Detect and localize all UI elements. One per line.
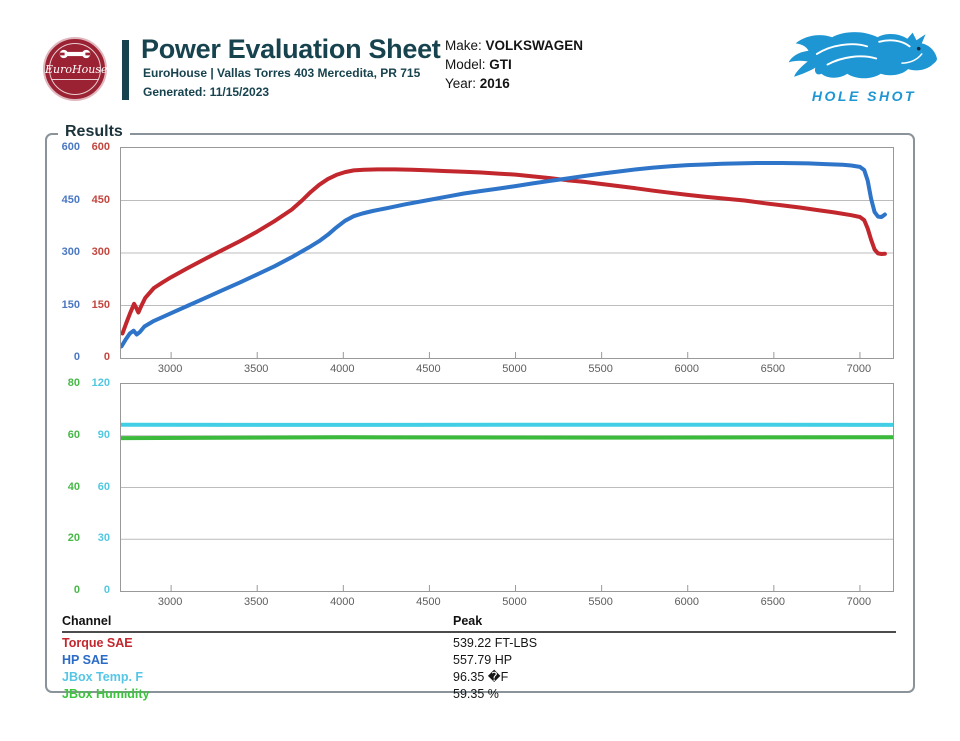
- vehicle-info: Make: VOLKSWAGEN Model: GTI Year: 2016: [445, 36, 583, 93]
- channel-name: JBox Temp. F: [62, 669, 144, 684]
- peak-value: 59.35 %: [453, 686, 499, 701]
- peak-column-header: Peak: [453, 613, 483, 628]
- peak-table: Channel Peak Torque SAE 539.22 FT-LBS HP S…: [62, 611, 896, 702]
- environment-plot: [119, 383, 895, 592]
- x-tick-label: 5000: [502, 363, 527, 375]
- y-tick-label: 120: [91, 377, 110, 389]
- y-tick-label: 0: [103, 584, 110, 596]
- logo-script-text: EuroHouse: [45, 63, 108, 76]
- holeshot-wordmark: HOLE SHOT: [811, 88, 917, 104]
- x-tick-label: 3500: [243, 596, 269, 608]
- torque-hp-plot: [119, 147, 894, 359]
- table-row: HP SAE 557.79 HP: [62, 652, 896, 669]
- y-tick-label: 300: [91, 246, 110, 258]
- vehicle-year: Year: 2016: [445, 76, 510, 91]
- y-tick-label: 80: [67, 377, 80, 389]
- eurohouse-logo: EuroHouse: [43, 37, 107, 101]
- hp-sae-curve: [119, 161, 887, 349]
- y-tick-label: 0: [103, 351, 110, 363]
- x-tick-label: 3000: [157, 596, 183, 608]
- channel-name: HP SAE: [62, 653, 109, 668]
- y-tick-label: 600: [61, 141, 80, 153]
- logo-band: [51, 79, 99, 80]
- logo-ring: [49, 43, 101, 95]
- table-row: JBox Humidity 59.35 %: [62, 685, 896, 702]
- x-tick-label: 6000: [674, 363, 699, 375]
- environment-curves: [119, 422, 895, 591]
- x-tick-label: 3500: [243, 363, 269, 375]
- results-panel: [45, 133, 915, 693]
- x-tick-label: 4000: [330, 596, 355, 608]
- torque-hp-curves: [119, 161, 893, 358]
- y-tick-label: 300: [61, 246, 80, 258]
- channel-name: JBox Humidity: [62, 686, 150, 701]
- torque-hp-chart: 600 450 300 150 0 600 450 300 150 0 3000 3500 4000 45…: [45, 141, 917, 387]
- y-tick-label: 40: [67, 480, 80, 493]
- y-tick-label: 150: [61, 298, 80, 311]
- vehicle-model: Model: GTI: [445, 57, 512, 72]
- x-tick-label: 3000: [157, 363, 183, 375]
- x-tick-label: 6500: [760, 363, 786, 375]
- y-tick-label: 90: [97, 428, 110, 441]
- y-tick-label: 30: [97, 532, 110, 545]
- x-tick-label: 6000: [674, 596, 699, 608]
- table-row: JBox Temp. F 96.35 �F: [62, 669, 896, 686]
- x-tick-label: 5500: [588, 363, 613, 375]
- y-tick-label: 0: [73, 584, 80, 596]
- peak-value: 539.22 FT-LBS: [453, 636, 538, 651]
- generated-date: Generated: 11/15/2023: [143, 85, 270, 99]
- page-title: Power Evaluation Sheet: [141, 34, 441, 64]
- x-tick-label: 7000: [846, 596, 872, 608]
- channel-name: Torque SAE: [62, 636, 133, 651]
- y-tick-label: 450: [61, 193, 80, 206]
- y-tick-label: 60: [67, 428, 80, 441]
- y-tick-label: 450: [91, 193, 110, 206]
- vehicle-make: Make: VOLKSWAGEN: [445, 38, 584, 53]
- x-tick-label: 5500: [588, 596, 613, 608]
- results-legend: Results: [58, 123, 130, 141]
- x-tick-label: 5000: [502, 596, 527, 608]
- wrench-icon: [59, 49, 91, 59]
- peak-table-header: Channel Peak: [62, 611, 896, 630]
- jbox-humidity-curve: [119, 435, 895, 441]
- x-tick-label: 4500: [416, 596, 441, 608]
- x-tick-label: 4500: [416, 363, 441, 375]
- peak-value: 96.35 �F: [453, 670, 509, 685]
- x-tick-label: 7000: [846, 363, 872, 375]
- y-tick-label: 600: [91, 141, 110, 153]
- peak-table-rows: Torque SAE 539.22 FT-LBS HP SAE 557.79 HP JB…: [62, 635, 896, 702]
- y-tick-label: 20: [67, 532, 80, 545]
- peak-value: 557.79 HP: [453, 653, 513, 668]
- title-accent-bar: [122, 40, 129, 100]
- table-row: Torque SAE 539.22 FT-LBS: [62, 635, 896, 652]
- y-tick-label: 60: [97, 480, 110, 493]
- table-header-rule: [62, 631, 896, 633]
- x-tick-label: 4000: [330, 363, 355, 375]
- channel-column-header: Channel: [62, 613, 112, 628]
- y-tick-label: 150: [91, 298, 110, 311]
- shop-address: EuroHouse | Vallas Torres 403 Mercedita,…: [143, 66, 421, 80]
- y-tick-label: 0: [73, 351, 80, 363]
- holeshot-logo: HOLE SHOT: [788, 28, 940, 106]
- environment-chart: 80 60 40 20 0 120 90 60 30 0 3000 3500 4000 4500 5000 5…: [45, 377, 917, 619]
- torque-sae-curve: [120, 167, 887, 336]
- x-tick-label: 6500: [760, 596, 786, 608]
- horse-icon: [788, 32, 937, 79]
